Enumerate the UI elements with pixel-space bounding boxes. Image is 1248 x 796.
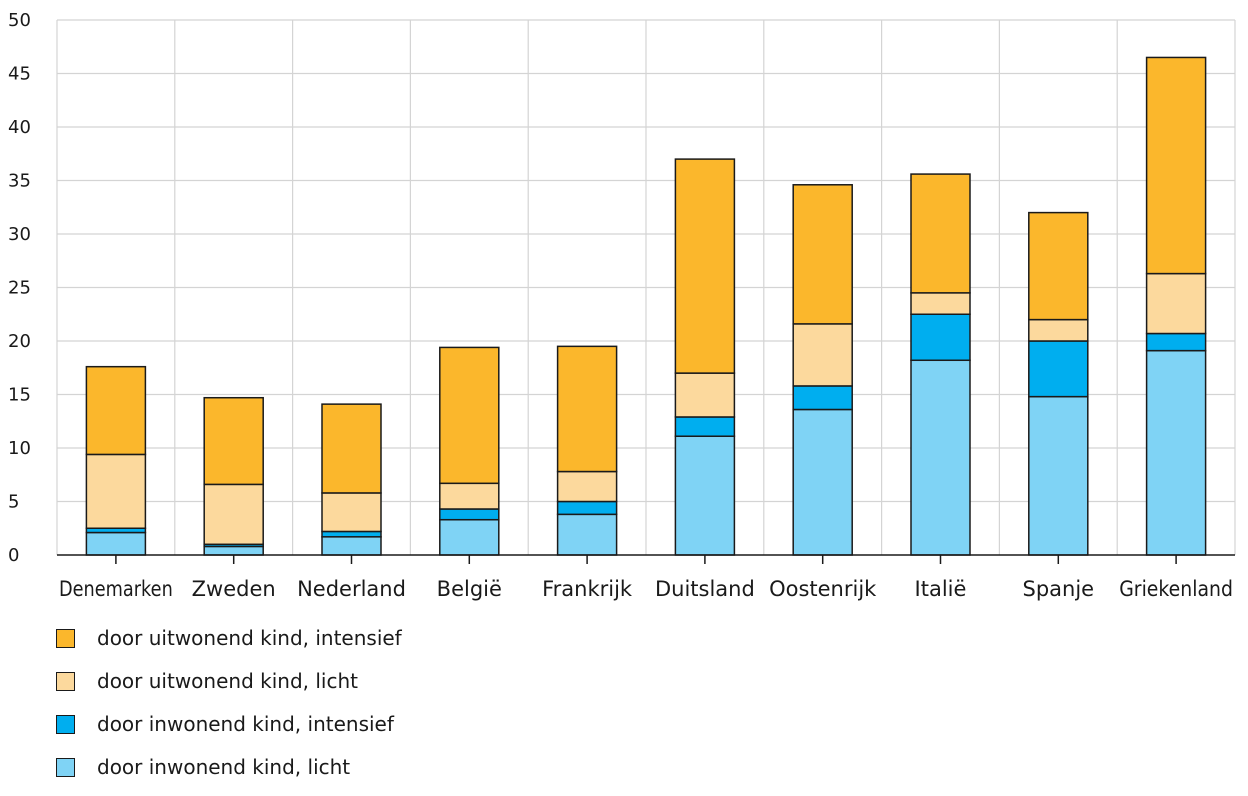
bar-segment — [910, 292, 971, 316]
legend-item-uitwonend-licht: door uitwonend kind, licht — [56, 667, 402, 695]
x-tick-label: Italië — [915, 577, 967, 601]
legend-item-inwonend-licht: door inwonend kind, licht — [56, 753, 402, 781]
bar-segment — [85, 531, 147, 556]
stacked-bar-chart: 0 5 10 15 20 25 30 35 40 45 50 Denemarken Zweden Ned… — [8, 10, 1236, 601]
bar-segment — [1145, 272, 1207, 335]
bar-segment — [203, 396, 264, 486]
bar-segment — [910, 359, 971, 556]
bar-segment — [439, 508, 500, 521]
y-axis-ticks: 0 5 10 15 20 25 30 35 40 45 50 — [8, 10, 31, 566]
x-tick-label: Spanje — [1023, 577, 1095, 601]
bar-segment — [674, 158, 736, 374]
bar-segment — [321, 492, 382, 533]
legend-swatch — [56, 714, 75, 734]
bar-segment — [792, 408, 853, 556]
legend-item-inwonend-intensief: door inwonend kind, intensief — [56, 710, 402, 738]
legend-swatch — [56, 628, 75, 648]
bar-segment — [674, 435, 736, 556]
y-tick-label: 15 — [8, 385, 31, 406]
bar-segment — [85, 365, 147, 456]
bar-segment — [1028, 211, 1089, 321]
bar-segment — [556, 470, 618, 503]
legend-label: door inwonend kind, licht — [97, 755, 351, 779]
y-tick-label: 10 — [8, 438, 31, 459]
bar-segment — [321, 403, 382, 494]
y-tick-label: 50 — [8, 10, 31, 31]
bar-segment — [910, 313, 971, 362]
bar-segment — [1145, 332, 1207, 352]
bar-segment — [439, 346, 500, 485]
x-tick-label: Griekenland — [1119, 577, 1233, 601]
gridlines — [56, 19, 1236, 555]
bar-segment — [556, 513, 618, 556]
x-tick-label: Oostenrijk — [769, 577, 877, 601]
bar-segment — [1028, 340, 1089, 398]
bar-segment — [1028, 318, 1089, 342]
y-tick-label: 45 — [8, 64, 31, 85]
legend-label: door uitwonend kind, intensief — [97, 626, 402, 650]
bar-segment — [1145, 56, 1207, 275]
legend-swatch — [56, 757, 75, 777]
bars — [85, 56, 1207, 556]
legend-item-uitwonend-intensief: door uitwonend kind, intensief — [56, 624, 402, 652]
bar-segment — [203, 483, 264, 546]
y-tick-label: 0 — [8, 545, 19, 566]
x-tick-label: Denemarken — [59, 577, 173, 601]
bar-segment — [792, 385, 853, 411]
bar-segment — [910, 173, 971, 294]
bar-segment — [556, 500, 618, 516]
bar-segment — [203, 545, 264, 556]
bar-segment — [792, 184, 853, 325]
x-tick-label: België — [437, 577, 502, 601]
legend-label: door inwonend kind, intensief — [97, 712, 394, 736]
bar-segment — [674, 416, 736, 437]
bar-segment — [556, 345, 618, 473]
bar-segment — [321, 536, 382, 556]
bar-segment — [674, 372, 736, 418]
y-tick-label: 30 — [8, 224, 31, 245]
bar-segment — [792, 323, 853, 387]
x-tick-label: Frankrijk — [542, 577, 633, 601]
y-tick-label: 35 — [8, 171, 31, 192]
bar-segment — [85, 453, 147, 530]
bar-segment — [1145, 349, 1207, 556]
x-axis-labels: Denemarken Zweden Nederland België Frankrijk… — [59, 577, 1233, 601]
legend: door uitwonend kind, intensief door uitw… — [56, 624, 402, 796]
bar-segment — [439, 518, 500, 556]
x-tick-label: Zweden — [192, 577, 276, 601]
x-tick-label: Duitsland — [655, 577, 755, 601]
y-tick-label: 20 — [8, 331, 31, 352]
bar-segment — [1028, 395, 1089, 556]
legend-swatch — [56, 671, 75, 691]
x-axis — [57, 554, 1235, 564]
y-tick-label: 25 — [8, 278, 31, 299]
x-tick-label: Nederland — [297, 577, 406, 601]
bar-segment — [321, 530, 382, 538]
y-tick-label: 5 — [8, 492, 19, 513]
legend-label: door uitwonend kind, licht — [97, 669, 358, 693]
bar-segment — [439, 482, 500, 510]
y-tick-label: 40 — [8, 117, 31, 138]
